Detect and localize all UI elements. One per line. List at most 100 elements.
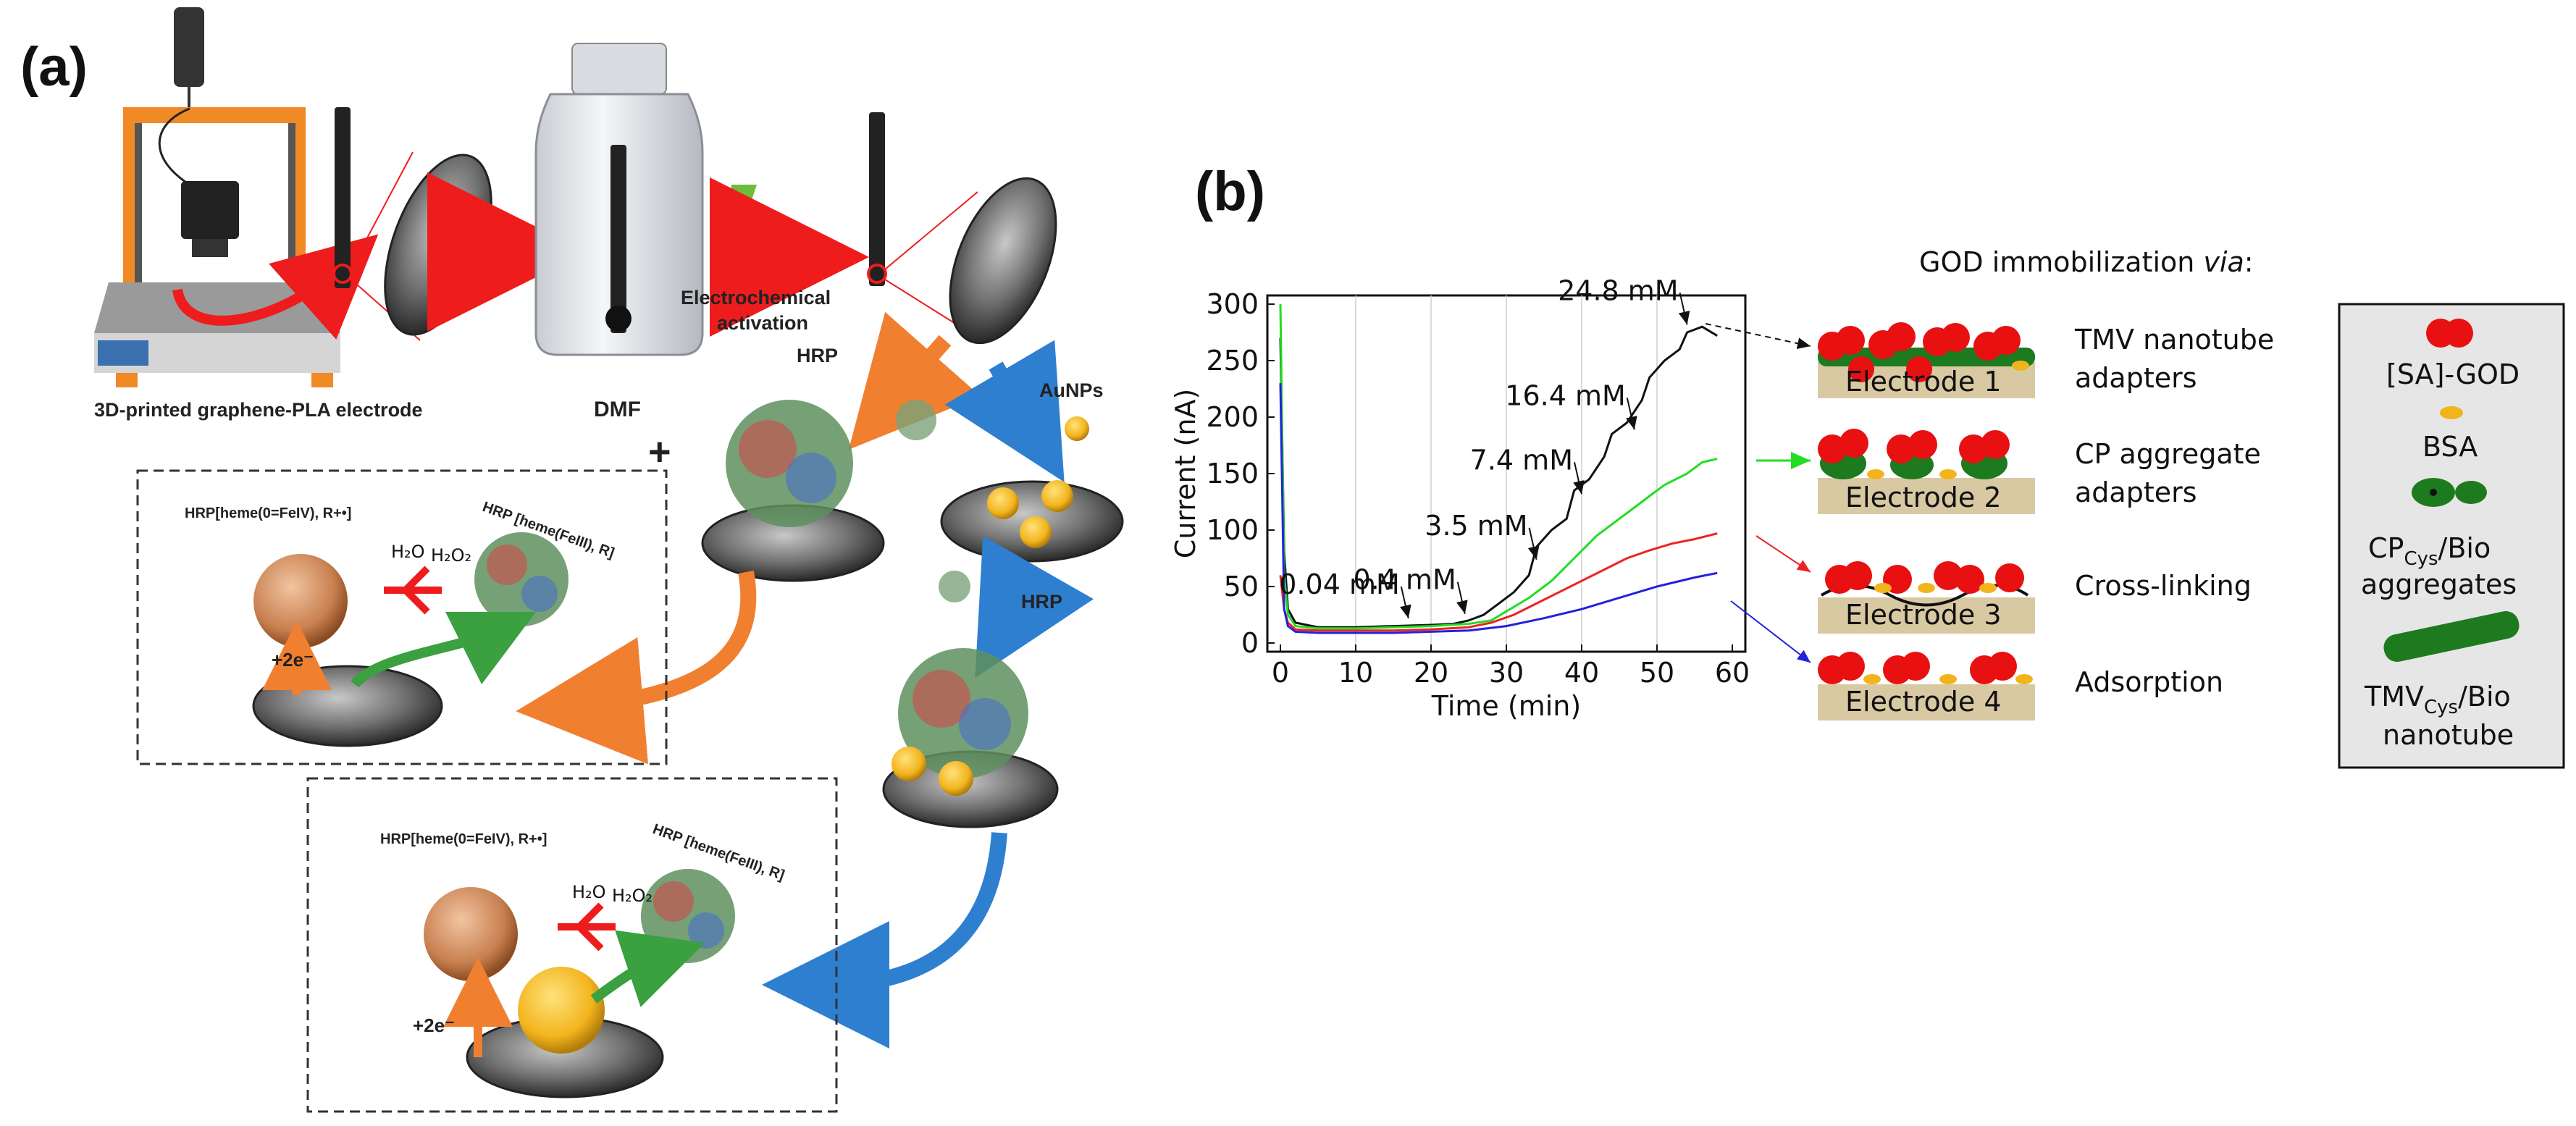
concentration-label-1: 0.04 mM [1279, 568, 1400, 600]
current-time-chart: 0 10 20 30 40 50 60 0 50 100 150 200 250 300 Time (min… [1170, 274, 1750, 722]
concentration-arrow-4 [1573, 462, 1585, 495]
box1-reduced-hrp-icon [474, 532, 569, 626]
electrode-4-illustration [1818, 652, 2035, 720]
legend-tmv: TMVCys/Bio [2364, 681, 2511, 718]
legend-cp-line2: aggregates [2361, 568, 2517, 600]
electrode-4-label: Electrode 4 [1845, 686, 2002, 718]
series-line-4 [1279, 383, 1718, 634]
concentration-label-4: 7.4 mM [1470, 444, 1573, 476]
x-tick-label-10: 10 [1338, 657, 1373, 689]
plus-sign: + [648, 430, 671, 474]
electrode-2-method-line2: adapters [2075, 476, 2197, 508]
electrode-2-label: Electrode 2 [1845, 482, 2002, 513]
y-tick-label-0: 0 [1241, 627, 1259, 659]
connector-electrode-3 [1755, 535, 1811, 573]
hrp-label-right: HRP [1021, 591, 1062, 613]
box1-electrons: +2e⁻ [272, 649, 314, 671]
electrode-1-method-line2: adapters [2075, 362, 2197, 394]
panel-b-label: (b) [1195, 161, 1265, 222]
box2-oxidized-hrp-icon [424, 887, 518, 981]
concentration-label-5: 16.4 mM [1505, 379, 1626, 411]
series-line-3 [1279, 532, 1718, 632]
hrp-aunp-modified-electrode [882, 648, 1059, 828]
y-axis-label: Current (nA) [1170, 389, 1201, 559]
y-tick-label-50: 50 [1224, 571, 1259, 602]
y-tick-label-200: 200 [1206, 401, 1259, 433]
concentration-arrow-1 [1400, 586, 1411, 619]
x-tick-label-40: 40 [1564, 657, 1599, 689]
y-tick-label-250: 250 [1206, 345, 1259, 377]
x-tick-label-60: 60 [1715, 657, 1750, 689]
box1-h2o: H₂O [391, 542, 425, 562]
box2-oxidized-label: HRP[heme(0=FeIV), R+•] [380, 831, 547, 847]
box2-h2o2: H₂O₂ [612, 886, 653, 906]
aunp-icon [1065, 416, 1089, 441]
concentration-label-3: 3.5 mM [1425, 510, 1527, 542]
activation-label-line2: activation [717, 312, 808, 334]
activated-electrode-icon [867, 112, 1057, 345]
hrp-molecule-icon-2 [939, 571, 970, 602]
concentration-arrow-3 [1527, 527, 1540, 560]
concentration-arrow-2 [1456, 581, 1468, 614]
immobilization-title: GOD immobilization via: [1919, 246, 2254, 278]
box1-oxidized-hrp-icon [253, 554, 348, 648]
connector-electrode-4 [1730, 600, 1811, 663]
legend-bsa: BSA [2422, 431, 2478, 463]
x-axis-label: Time (min) [1431, 690, 1581, 722]
hrp-modified-electrode [701, 400, 885, 582]
box2-aunp-icon [518, 967, 605, 1054]
y-tick-label-300: 300 [1206, 288, 1259, 320]
box2-green-arrow [590, 930, 705, 1007]
x-tick-label-20: 20 [1414, 657, 1448, 689]
x-tick-label-0: 0 [1272, 657, 1289, 689]
aunp-branch-arrow [944, 340, 1065, 482]
legend-cp: CPCys/Bio [2368, 532, 2491, 570]
box2-reduced-hrp-icon [641, 869, 735, 963]
series-line-2 [1279, 303, 1718, 630]
dmf-label: DMF [594, 398, 641, 421]
to-box1-arrow [516, 571, 757, 765]
aunp-modified-electrode [940, 480, 1124, 563]
tmv-nanotube-icon [2383, 611, 2520, 662]
electrode-1-illustration [1818, 322, 2035, 398]
box2-h2o: H₂O [572, 882, 606, 902]
3d-printer-icon [94, 7, 340, 387]
electrode-1-label: Electrode 1 [1845, 366, 2002, 398]
x-tick-label-30: 30 [1489, 657, 1524, 689]
concentration-label-2: 0.4 mM [1353, 564, 1456, 596]
bsa-icon [2440, 406, 2463, 419]
legend-sa-god: [SA]-GOD [2386, 358, 2520, 390]
hrp-step2-arrow [975, 535, 1094, 678]
electrode-3-method-line1: Cross-linking [2075, 570, 2252, 602]
hrp-branch-arrow [848, 311, 981, 450]
legend-box [2338, 303, 2565, 769]
activation-label-line1: Electrochemical [681, 287, 831, 308]
electrode-1-method-line1: TMV nanotube [2074, 324, 2274, 356]
y-tick-label-100: 100 [1206, 514, 1259, 546]
printer-caption: 3D-printed graphene-PLA electrode [94, 399, 423, 421]
electrode-3-illustration [1818, 561, 2035, 634]
box1-h2o2: H₂O₂ [431, 545, 471, 566]
hrp-molecule-icon [896, 400, 936, 440]
mechanism-box-hrp [136, 469, 668, 765]
box1-oxidized-label: HRP[heme(0=FeIV), R+•] [185, 505, 351, 521]
box1-electrode-disc [252, 665, 443, 747]
aunp-label: AuNPs [1039, 379, 1104, 401]
printed-electrode-icon [332, 107, 492, 341]
electrode-2-method-line1: CP aggregate [2075, 438, 2261, 470]
electrode-3-label: Electrode 3 [1845, 599, 2002, 631]
panel-a-label: (a) [20, 36, 88, 98]
box2-electrons: +2e⁻ [413, 1014, 455, 1036]
box2-h2o2-arrow [558, 902, 616, 951]
concentration-label-6: 24.8 mM [1558, 274, 1679, 306]
hrp-label-left: HRP [797, 345, 838, 366]
concentration-arrow-5 [1626, 398, 1637, 430]
box1-h2o2-arrow [384, 566, 442, 615]
box1-green-arrow [351, 611, 537, 688]
concentration-arrow-6 [1678, 293, 1690, 325]
print-arrow [172, 234, 379, 340]
connector-electrode-1 [1705, 323, 1811, 350]
electrode-2-illustration [1818, 429, 2035, 514]
x-tick-label-50: 50 [1640, 657, 1674, 689]
